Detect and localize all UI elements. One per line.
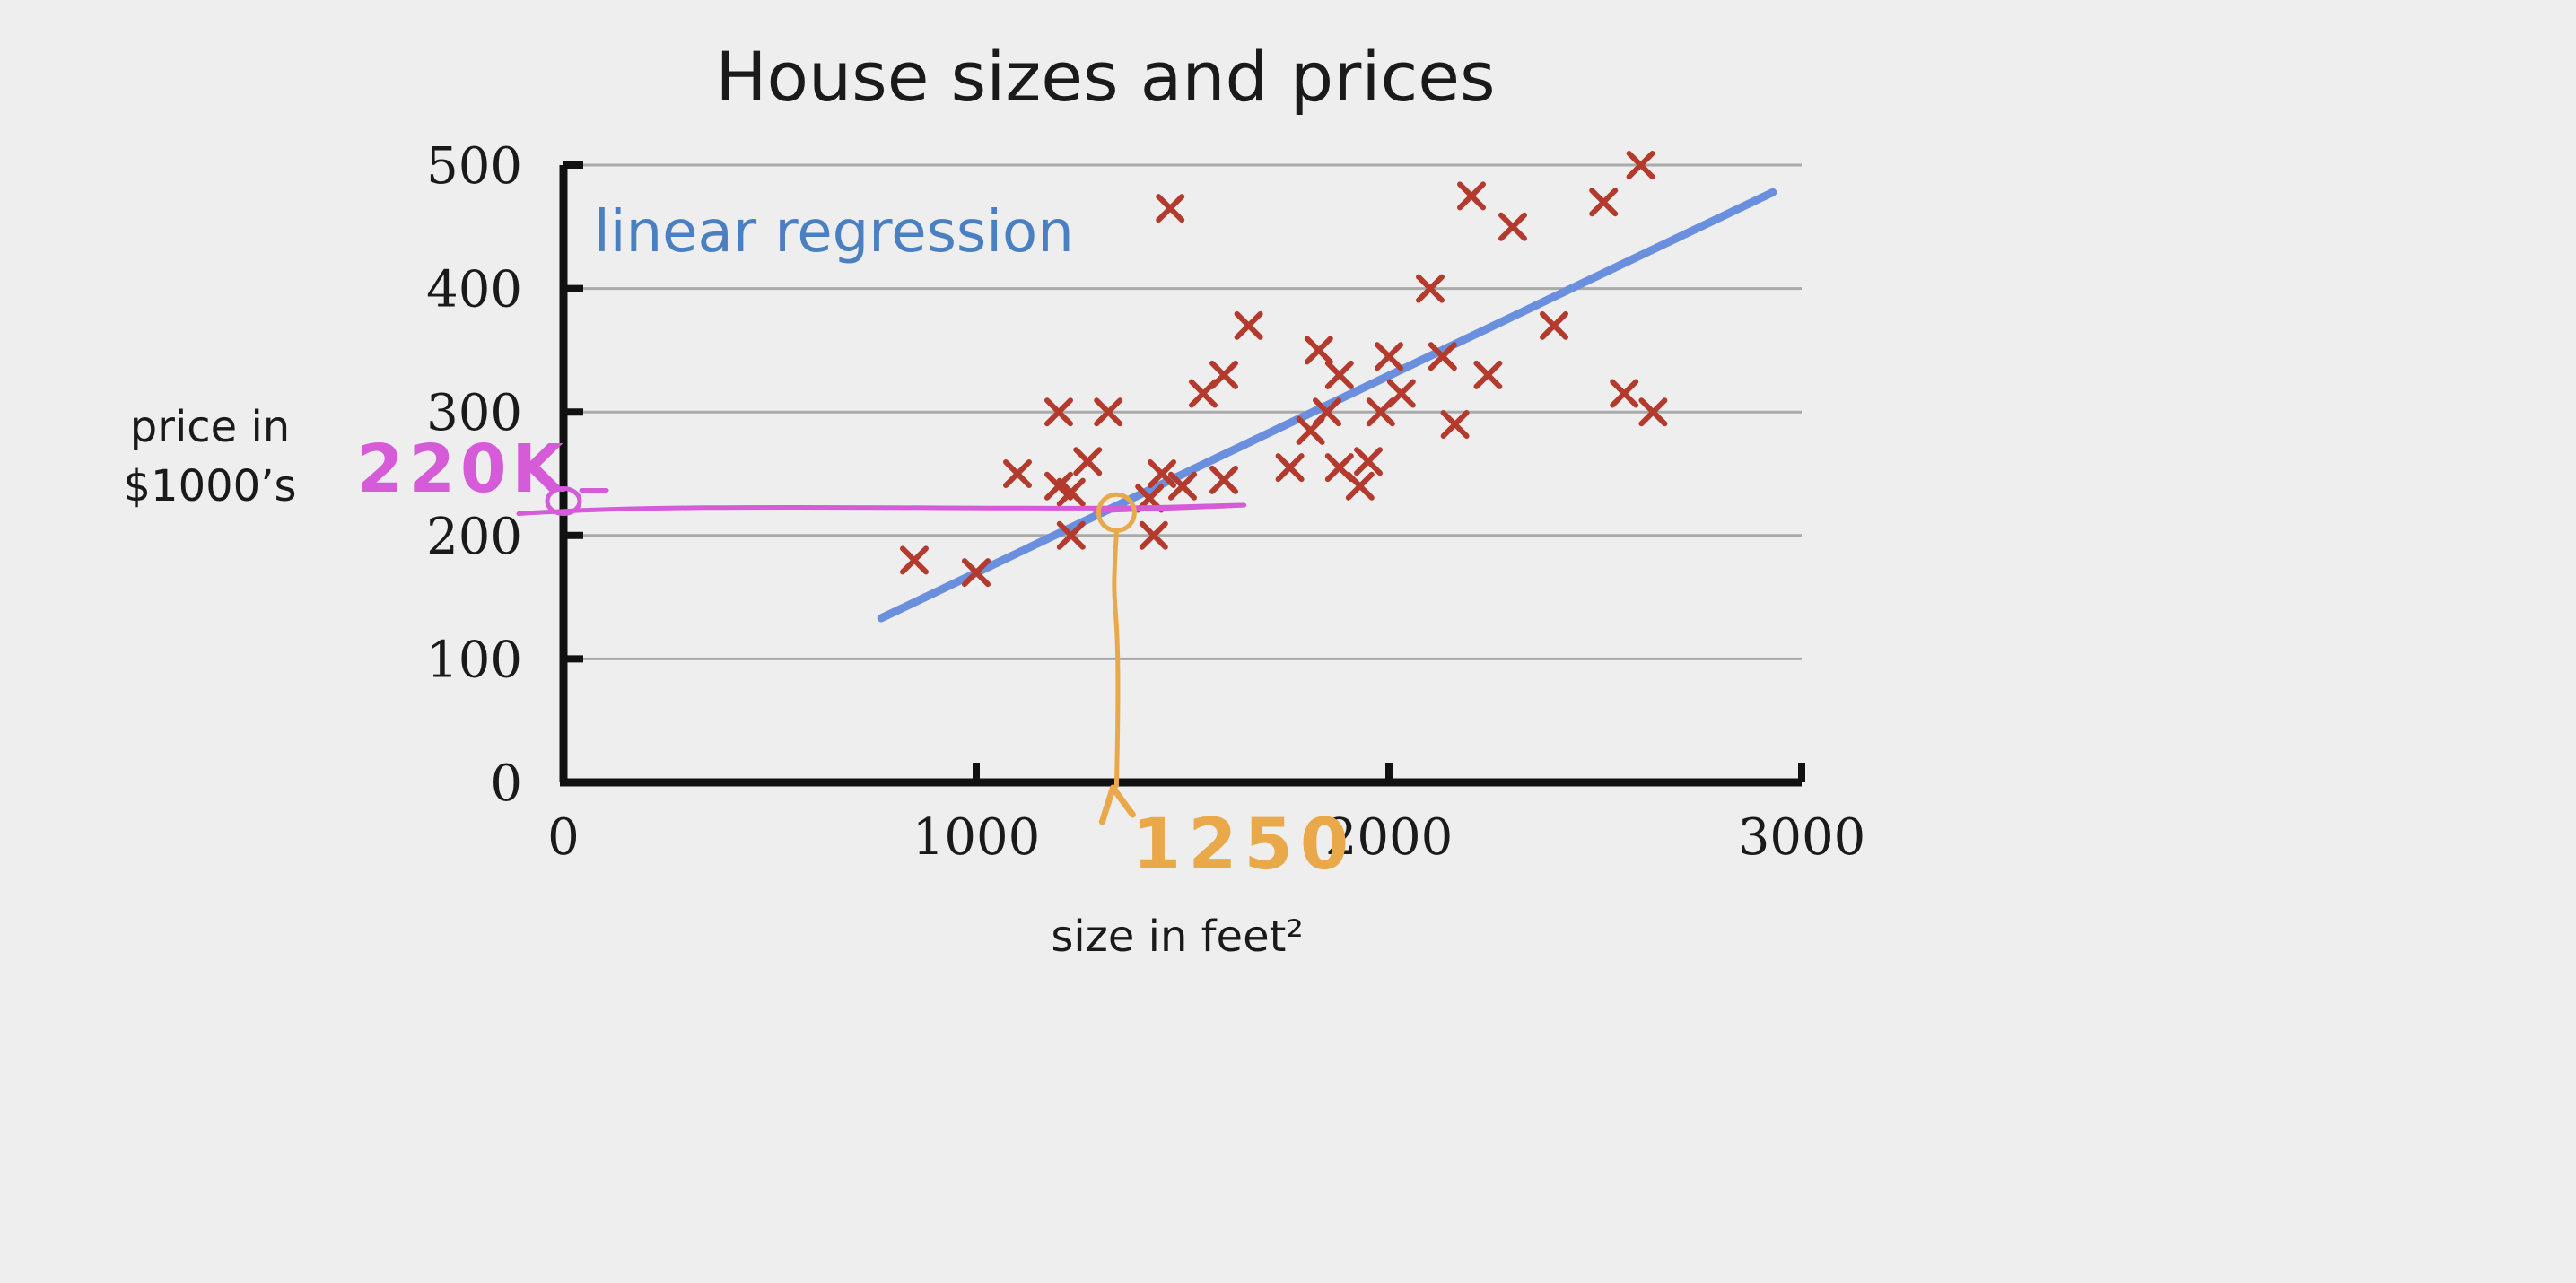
data-point-11 xyxy=(1148,459,1176,488)
y-tick-label-2: 200 xyxy=(426,508,522,566)
regression-label: linear regression xyxy=(594,199,1074,266)
x-tick-label-0: 0 xyxy=(547,808,580,867)
data-point-30 xyxy=(1428,342,1457,371)
y-tick-label-0: 0 xyxy=(490,755,522,813)
data-point-20 xyxy=(1304,336,1333,365)
data-point-37 xyxy=(1610,379,1639,408)
annotation-1250-label: 1250 xyxy=(1132,805,1356,886)
data-point-25 xyxy=(1354,447,1383,476)
annotation-220k-label: 220K xyxy=(357,431,569,508)
data-point-15 xyxy=(1209,360,1238,389)
regression-line xyxy=(877,188,1777,623)
data-point-5 xyxy=(1056,477,1086,507)
chart-title: House sizes and prices xyxy=(715,37,1495,117)
data-point-6 xyxy=(1056,520,1086,550)
data-point-31 xyxy=(1440,409,1470,439)
data-point-33 xyxy=(1473,360,1503,389)
data-point-12 xyxy=(1156,194,1185,223)
y-tick-label-4: 400 xyxy=(426,261,522,319)
data-point-38 xyxy=(1626,151,1655,179)
data-point-8 xyxy=(1094,397,1123,427)
data-point-27 xyxy=(1375,342,1403,371)
data-point-28 xyxy=(1386,379,1416,408)
x-tick-label-3: 3000 xyxy=(1738,808,1866,867)
x-tick-label-1: 1000 xyxy=(913,808,1041,867)
data-point-18 xyxy=(1275,453,1305,483)
y-tick-label-3: 300 xyxy=(426,384,522,442)
data-point-2 xyxy=(1003,459,1032,488)
annotation-220k-axis-mark xyxy=(545,486,609,517)
y-axis-label-line-2: $1000’s xyxy=(124,461,297,511)
data-point-17 xyxy=(1234,310,1263,340)
annotation-1250-circle xyxy=(1096,492,1137,533)
data-point-3 xyxy=(1044,397,1073,427)
data-point-36 xyxy=(1589,188,1619,217)
data-point-1 xyxy=(962,558,991,588)
data-point-22 xyxy=(1324,360,1354,389)
data-point-34 xyxy=(1498,212,1527,241)
data-point-16 xyxy=(1209,465,1238,494)
y-tick-label-1: 100 xyxy=(426,631,522,689)
y-tick-label-5: 500 xyxy=(426,137,522,196)
data-point-32 xyxy=(1457,181,1486,211)
annotation-1250-arrow xyxy=(1098,784,1136,825)
data-point-10 xyxy=(1139,520,1168,550)
data-point-0 xyxy=(900,545,929,575)
data-point-21 xyxy=(1313,397,1341,427)
data-point-24 xyxy=(1345,471,1375,501)
data-point-29 xyxy=(1416,274,1445,303)
data-point-39 xyxy=(1638,397,1668,427)
y-axis-label-line-1: price in xyxy=(130,402,290,452)
x-axis-label: size in feet² xyxy=(1051,912,1303,962)
data-point-13 xyxy=(1168,471,1197,501)
data-point-7 xyxy=(1073,447,1103,476)
x-tick-label-2: 2000 xyxy=(1325,808,1454,867)
annotation-1250-line xyxy=(1112,529,1121,789)
data-point-35 xyxy=(1540,310,1568,340)
